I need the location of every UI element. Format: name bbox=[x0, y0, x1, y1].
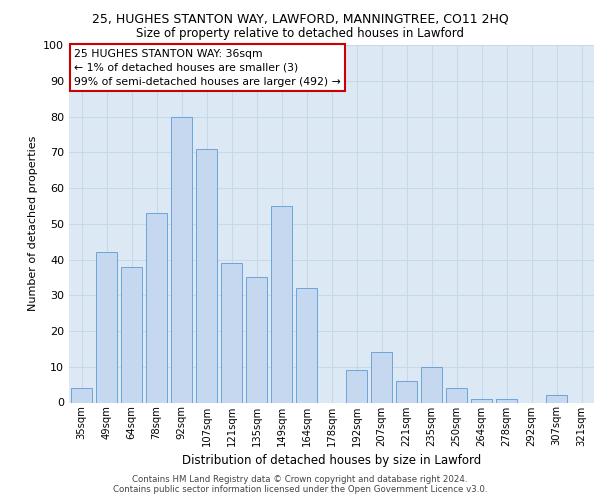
Y-axis label: Number of detached properties: Number of detached properties bbox=[28, 136, 38, 312]
Bar bbox=[296, 288, 317, 403]
Bar bbox=[446, 388, 467, 402]
Bar bbox=[471, 399, 492, 402]
Bar bbox=[246, 278, 267, 402]
Bar bbox=[396, 381, 417, 402]
Text: Contains public sector information licensed under the Open Government Licence v3: Contains public sector information licen… bbox=[113, 485, 487, 494]
Text: 25 HUGHES STANTON WAY: 36sqm
← 1% of detached houses are smaller (3)
99% of semi: 25 HUGHES STANTON WAY: 36sqm ← 1% of det… bbox=[74, 48, 341, 86]
Text: Size of property relative to detached houses in Lawford: Size of property relative to detached ho… bbox=[136, 28, 464, 40]
Text: Contains HM Land Registry data © Crown copyright and database right 2024.: Contains HM Land Registry data © Crown c… bbox=[132, 475, 468, 484]
X-axis label: Distribution of detached houses by size in Lawford: Distribution of detached houses by size … bbox=[182, 454, 481, 467]
Bar bbox=[546, 396, 567, 402]
Bar bbox=[146, 213, 167, 402]
Bar bbox=[496, 399, 517, 402]
Bar bbox=[96, 252, 117, 402]
Bar bbox=[371, 352, 392, 403]
Bar bbox=[421, 367, 442, 402]
Bar bbox=[221, 263, 242, 402]
Bar bbox=[196, 148, 217, 402]
Bar bbox=[346, 370, 367, 402]
Bar bbox=[71, 388, 92, 402]
Bar bbox=[171, 116, 192, 403]
Text: 25, HUGHES STANTON WAY, LAWFORD, MANNINGTREE, CO11 2HQ: 25, HUGHES STANTON WAY, LAWFORD, MANNING… bbox=[92, 12, 508, 26]
Bar bbox=[121, 266, 142, 402]
Bar bbox=[271, 206, 292, 402]
